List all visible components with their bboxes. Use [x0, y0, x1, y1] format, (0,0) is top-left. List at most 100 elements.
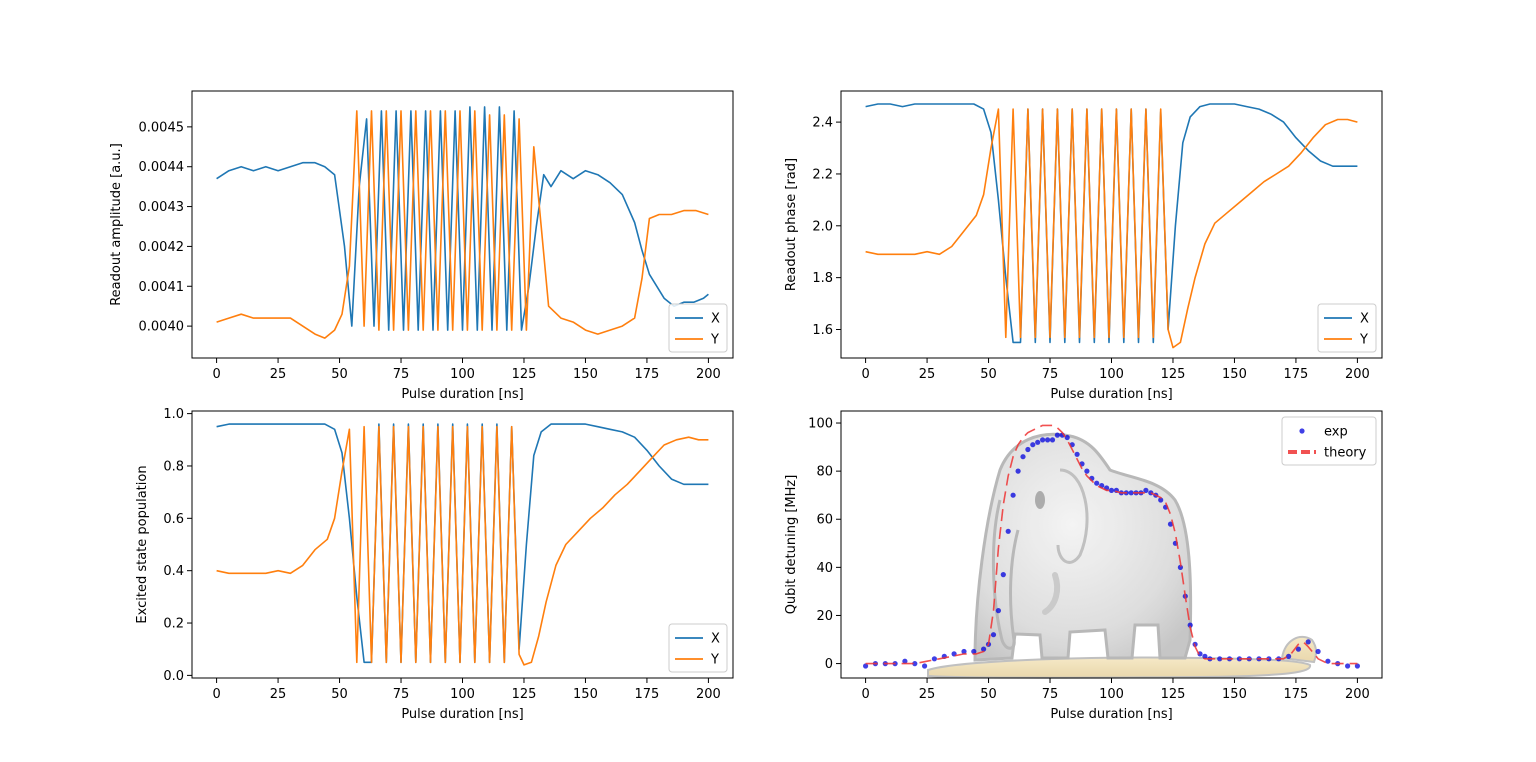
detuning-point-exp [1094, 480, 1100, 486]
detuning-point-exp [902, 658, 908, 664]
detuning-series-group [863, 424, 1360, 669]
phase-legend-label-X: X [1360, 312, 1369, 327]
detuning-xtick-label: 50 [980, 687, 997, 702]
population-xtick-label: 0 [212, 687, 220, 702]
detuning-point-exp [1035, 439, 1041, 445]
amplitude-xtick-label: 75 [393, 367, 410, 382]
detuning-xtick-label: 125 [1161, 687, 1186, 702]
population-ytick-label: 0.4 [163, 564, 184, 579]
phase-ytick-label: 2.4 [812, 116, 833, 131]
population-ytick-label: 0.2 [163, 617, 184, 632]
detuning-point-exp [1054, 432, 1060, 438]
population-legend: XY [668, 623, 728, 673]
detuning-point-exp [1015, 468, 1021, 474]
amplitude-xtick-label: 0 [212, 367, 220, 382]
phase-xtick-label: 175 [1284, 367, 1309, 382]
population-xtick-label: 75 [393, 687, 410, 702]
detuning-legend-label-theory: theory [1324, 446, 1367, 461]
detuning-point-exp [1010, 492, 1016, 498]
phase-series-group [865, 103, 1358, 349]
phase-xtick-label: 125 [1161, 367, 1186, 382]
population-series-group [216, 423, 709, 666]
population-xtick-label: 25 [270, 687, 287, 702]
detuning-legend-label-exp: exp [1324, 425, 1348, 440]
detuning-xtick-label: 25 [919, 687, 936, 702]
detuning-point-exp [1295, 646, 1301, 652]
amplitude-series-X [216, 106, 709, 331]
detuning-point-exp [863, 663, 869, 669]
detuning-series-theory [865, 424, 1358, 665]
detuning-point-exp [1315, 648, 1321, 655]
phase-xtick-label: 0 [861, 367, 869, 382]
detuning-point-exp [1286, 653, 1292, 660]
detuning-ytick-label: 80 [816, 465, 833, 480]
detuning-point-exp [1000, 572, 1006, 578]
amplitude-ytick-label: 0.0041 [139, 280, 185, 295]
phase-legend: XY [1317, 303, 1377, 353]
detuning-point-exp [1128, 490, 1134, 496]
detuning-point-exp [961, 648, 967, 655]
detuning-point-exp [1143, 487, 1149, 493]
population-panel: 0 25 50 75 100 125 150 175 200 0.0 0.2 0.4 0.6 0.8 1.0… [135, 407, 734, 722]
amplitude-legend-label-X: X [711, 312, 720, 327]
detuning-xlabel: Pulse duration [ns] [1050, 707, 1172, 722]
amplitude-series-Y [216, 110, 709, 339]
detuning-point-exp [1064, 434, 1070, 441]
population-xtick-label: 150 [573, 687, 598, 702]
population-xtick-label: 100 [450, 687, 475, 702]
amplitude-legend-box [668, 303, 728, 353]
detuning-point-exp [1030, 442, 1036, 448]
phase-xtick-label: 50 [980, 367, 997, 382]
amplitude-ytick-label: 0.0040 [139, 320, 185, 335]
detuning-ytick-label: 100 [808, 417, 833, 432]
phase-xtick-label: 100 [1099, 367, 1124, 382]
population-legend-label-X: X [711, 632, 720, 647]
population-ytick-label: 0.0 [163, 669, 184, 684]
phase-ytick-label: 1.6 [812, 323, 833, 338]
detuning-point-exp [981, 646, 987, 652]
population-ytick-label: 1.0 [163, 407, 184, 422]
detuning-point-exp [1045, 437, 1051, 443]
amplitude-series-group [216, 106, 709, 339]
illustration-elephant-eye [1035, 491, 1045, 509]
detuning-point-exp [1345, 663, 1351, 669]
population-ytick-label: 0.8 [163, 459, 184, 474]
amplitude-xtick-label: 50 [331, 367, 348, 382]
amplitude-xtick-label: 200 [696, 367, 721, 382]
phase-ytick-label: 2.2 [812, 167, 833, 182]
population-legend-box [668, 623, 728, 673]
detuning-point-exp [1325, 658, 1331, 664]
detuning-xtick-label: 200 [1345, 687, 1370, 702]
phase-ylabel: Readout phase [rad] [784, 158, 799, 291]
amplitude-legend-label-Y: Y [710, 333, 719, 348]
population-xtick-label: 200 [696, 687, 721, 702]
detuning-ytick-label: 60 [816, 513, 833, 528]
phase-ytick-label: 2.0 [812, 219, 833, 234]
population-xtick-label: 125 [512, 687, 537, 702]
population-xtick-label: 50 [331, 687, 348, 702]
amplitude-ytick-label: 0.0045 [139, 120, 185, 135]
population-xlabel: Pulse duration [ns] [401, 707, 523, 722]
detuning-xtick-label: 175 [1284, 687, 1309, 702]
population-xtick-label: 175 [635, 687, 660, 702]
amplitude-xtick-label: 100 [450, 367, 475, 382]
phase-axes-frame [840, 90, 1383, 359]
detuning-point-exp [1025, 446, 1031, 453]
illustration-elephant-trunk [991, 499, 1020, 650]
detuning-ytick-label: 20 [816, 609, 833, 624]
detuning-point-exp [931, 656, 938, 662]
detuning-point-exp [1354, 663, 1360, 669]
phase-xlabel: Pulse duration [ns] [1050, 387, 1172, 402]
detuning-ytick-label: 0 [825, 657, 833, 672]
amplitude-xtick-label: 175 [635, 367, 660, 382]
population-ytick-label: 0.6 [163, 512, 184, 527]
population-series-X [216, 423, 709, 664]
amplitude-ytick-label: 0.0044 [139, 160, 185, 175]
detuning-point-exp [1020, 454, 1026, 460]
detuning-point-exp [995, 608, 1002, 614]
amplitude-xtick-label: 150 [573, 367, 598, 382]
phase-xtick-label: 75 [1042, 367, 1059, 382]
detuning-point-exp [1005, 528, 1011, 534]
amplitude-ytick-label: 0.0042 [139, 240, 185, 255]
detuning-point-exp [971, 648, 977, 655]
